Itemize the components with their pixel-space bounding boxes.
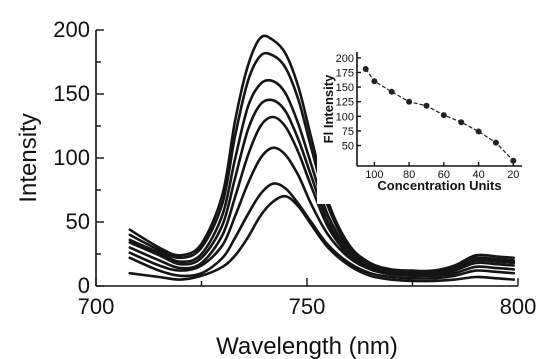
inset-y-tick-label: 50 xyxy=(342,141,354,153)
y-tick-label: 50 xyxy=(66,209,90,234)
inset-y-tick-label: 200 xyxy=(336,53,354,65)
x-tick-label: 800 xyxy=(500,294,537,319)
inset-background xyxy=(317,42,532,204)
inset-data-point xyxy=(423,102,430,109)
inset-data-point xyxy=(440,112,447,119)
spectrum-line xyxy=(128,182,516,280)
y-tick-label: 100 xyxy=(53,145,90,170)
y-tick-label: 150 xyxy=(53,81,90,106)
inset-y-axis-title: Fl Intensity xyxy=(321,74,336,143)
inset-y-tick-label: 150 xyxy=(336,82,354,94)
inset-data-point xyxy=(362,66,369,72)
inset-data-point xyxy=(492,139,499,146)
inset-y-tick-label: 125 xyxy=(336,97,354,109)
inset-x-tick-label: 20 xyxy=(507,169,519,181)
y-tick-label: 0 xyxy=(78,273,90,298)
inset-trend-line xyxy=(365,68,514,162)
inset-data-point xyxy=(510,157,517,164)
y-tick-label: 200 xyxy=(53,17,90,42)
x-tick-label: 750 xyxy=(289,294,326,319)
main-plot: 0 50 100 150 200 700 750 800 Wavelength (nm) Inte… xyxy=(15,17,536,359)
inset-x-axis-title: Concentration Units xyxy=(377,178,501,193)
inset-data-point xyxy=(458,119,465,126)
x-axis-title: Wavelength (nm) xyxy=(216,333,398,359)
spectrum-line xyxy=(128,146,516,278)
inset-y-tick-label: 75 xyxy=(342,126,354,138)
inset-data-point xyxy=(475,128,482,135)
inset-y-tick-label: 175 xyxy=(336,67,354,79)
inset-y-tick-label: 100 xyxy=(336,111,354,123)
inset-plot: 50 75 100 125 150 175 200 100 80 60 40 20 Concentrat… xyxy=(317,42,532,204)
inset-x-tick-label: 60 xyxy=(438,169,450,181)
inset-x-tick-label: 40 xyxy=(472,169,484,181)
inset-x-tick-label: 100 xyxy=(365,169,383,181)
inset-data-point xyxy=(388,88,395,95)
inset-x-tick-label: 80 xyxy=(403,169,415,181)
inset-data-point xyxy=(371,78,378,85)
y-axis-title: Intensity xyxy=(15,113,42,202)
inset-data-point xyxy=(406,98,413,105)
x-tick-label: 700 xyxy=(78,294,115,319)
spectrum-line xyxy=(128,34,516,273)
